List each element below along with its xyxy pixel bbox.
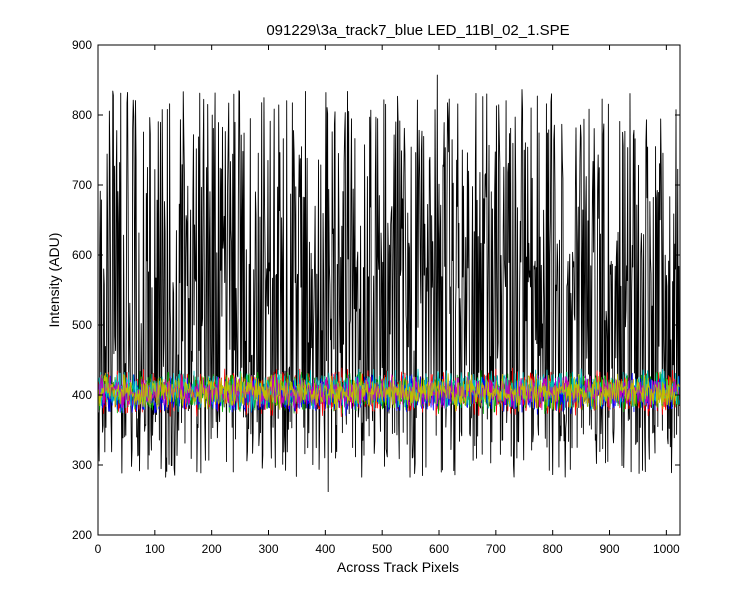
x-tick-label: 500 [372, 542, 392, 556]
x-tick-label: 600 [429, 542, 449, 556]
x-tick-label: 300 [258, 542, 278, 556]
x-tick-label: 800 [543, 542, 563, 556]
y-tick-label: 300 [72, 458, 92, 472]
y-tick-label: 200 [72, 528, 92, 542]
axes-frame [97, 44, 681, 536]
chart-title: 091229\3a_track7_blue LED_11Bl_02_1.SPE [266, 22, 569, 39]
series-line-7 [97, 372, 680, 412]
x-tick-label: 100 [145, 542, 165, 556]
x-tick-label: 200 [202, 542, 222, 556]
series-layer [97, 74, 680, 493]
y-axis-label: Intensity (ADU) [46, 233, 62, 328]
x-axis-label: Across Track Pixels [337, 559, 459, 575]
ticks-layer: 0 100 200 300 400 500 600 700 800 900 1000 200 300 40… [72, 38, 680, 556]
y-tick-label: 400 [72, 388, 92, 402]
x-tick-label: 900 [600, 542, 620, 556]
x-tick-label: 700 [486, 542, 506, 556]
series-line-1 [97, 74, 680, 493]
y-tick-label: 900 [72, 38, 92, 52]
x-tick-label: 0 [95, 542, 102, 556]
y-tick-label: 700 [72, 178, 92, 192]
x-tick-label: 1000 [653, 542, 680, 556]
y-tick-label: 500 [72, 318, 92, 332]
x-tick-label: 400 [315, 542, 335, 556]
y-tick-label: 800 [72, 108, 92, 122]
y-tick-label: 600 [72, 248, 92, 262]
